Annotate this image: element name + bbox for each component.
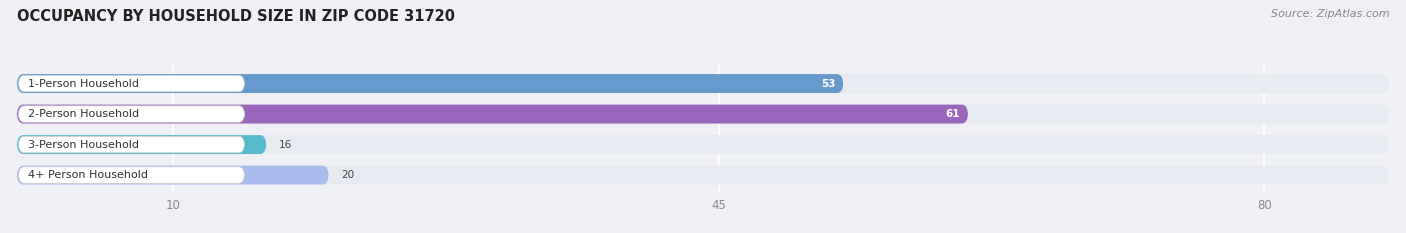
Text: 2-Person Household: 2-Person Household	[28, 109, 139, 119]
FancyBboxPatch shape	[18, 167, 245, 183]
FancyBboxPatch shape	[17, 74, 844, 93]
Text: Source: ZipAtlas.com: Source: ZipAtlas.com	[1271, 9, 1389, 19]
FancyBboxPatch shape	[17, 105, 969, 123]
Text: 20: 20	[342, 170, 354, 180]
Text: 61: 61	[946, 109, 960, 119]
FancyBboxPatch shape	[18, 136, 245, 153]
FancyBboxPatch shape	[18, 75, 245, 92]
Text: 1-Person Household: 1-Person Household	[28, 79, 139, 89]
FancyBboxPatch shape	[18, 106, 245, 122]
FancyBboxPatch shape	[17, 74, 1389, 93]
FancyBboxPatch shape	[17, 166, 329, 185]
FancyBboxPatch shape	[17, 135, 1389, 154]
FancyBboxPatch shape	[17, 105, 1389, 123]
Text: 4+ Person Household: 4+ Person Household	[28, 170, 148, 180]
FancyBboxPatch shape	[17, 135, 266, 154]
Text: 3-Person Household: 3-Person Household	[28, 140, 139, 150]
Text: OCCUPANCY BY HOUSEHOLD SIZE IN ZIP CODE 31720: OCCUPANCY BY HOUSEHOLD SIZE IN ZIP CODE …	[17, 9, 456, 24]
Text: 16: 16	[278, 140, 292, 150]
FancyBboxPatch shape	[17, 166, 1389, 185]
Text: 53: 53	[821, 79, 835, 89]
